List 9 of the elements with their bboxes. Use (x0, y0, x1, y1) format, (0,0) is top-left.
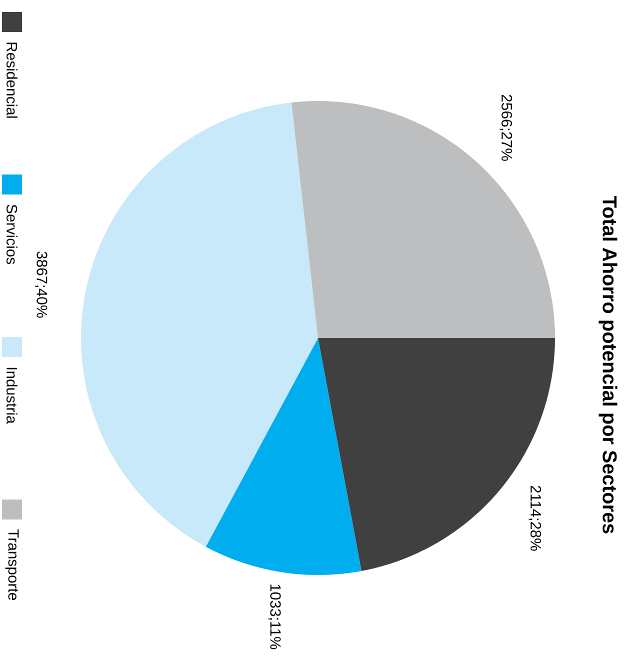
legend-label: Servicios (6, 204, 18, 264)
text: Total Ahorro potencial por Sectores (598, 196, 618, 534)
data-label: 1033;11% (268, 584, 281, 650)
legend-label: Industria (6, 368, 18, 424)
data-label: 3867;40% (34, 252, 48, 318)
legend-label: Transporte (5, 529, 19, 600)
legend-label: Residencial (6, 42, 18, 118)
data-label: 2114;28% (528, 486, 542, 551)
data-label: 2566;27% (500, 94, 512, 161)
